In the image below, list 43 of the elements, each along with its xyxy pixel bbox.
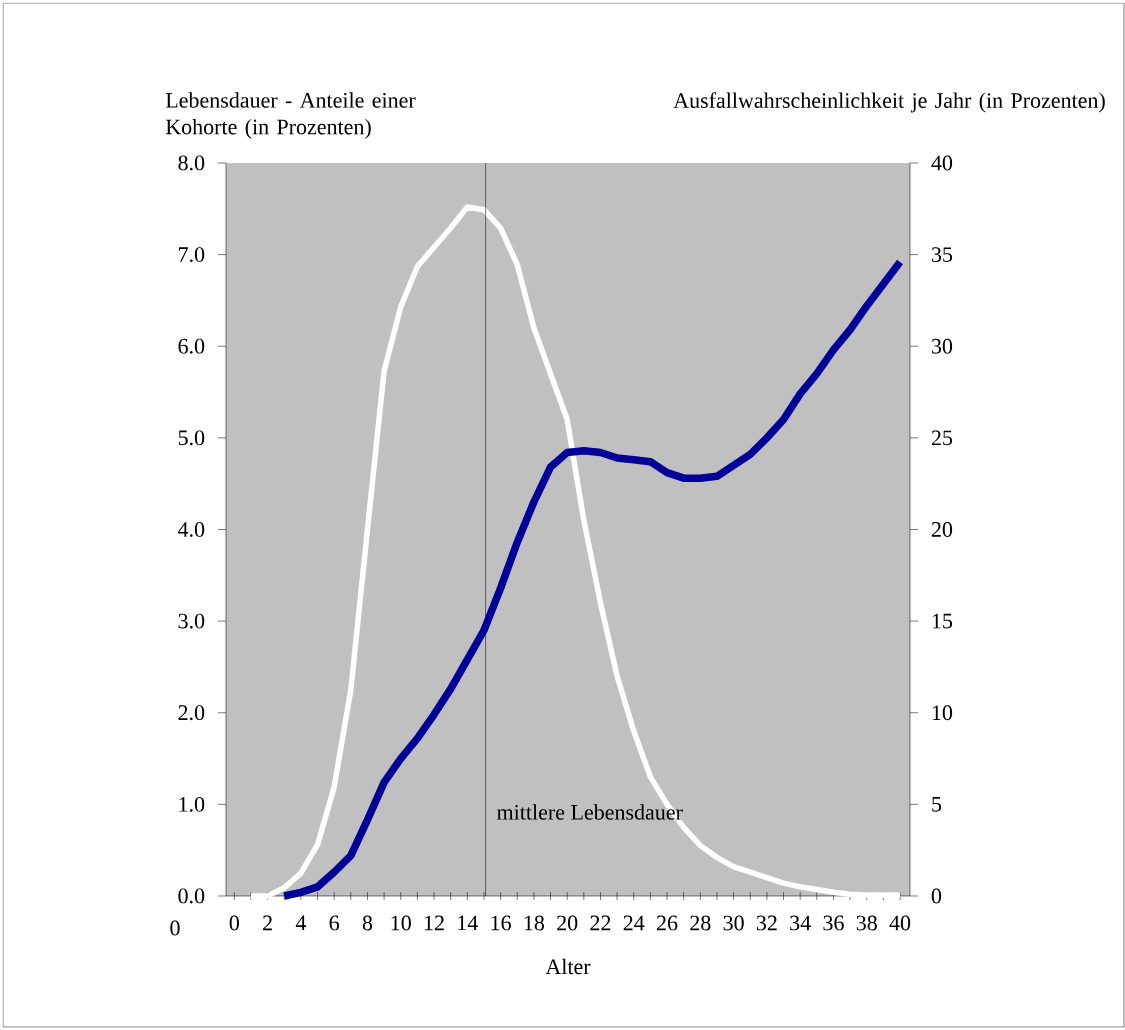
y2-tick-label: 20: [931, 522, 953, 537]
x-tick-label: 12: [424, 915, 444, 931]
y2-tick-label: 10: [932, 705, 953, 721]
y-tick-label: 4.0: [178, 522, 205, 537]
x-tick-label: 10: [391, 915, 411, 931]
x-axis-title: Alter: [545, 958, 591, 975]
x-tick-label: 4: [295, 915, 307, 931]
y-tick-label: 2.0: [178, 705, 205, 721]
y-tick-label: 3.0: [178, 613, 205, 629]
x-tick-label: 34: [790, 915, 811, 931]
y2-tick-label: 35: [931, 247, 953, 262]
y2-tick-label: 25: [931, 430, 953, 446]
y2-tick-label: 40: [931, 155, 953, 171]
x-tick-label: 38: [856, 915, 877, 931]
x-tick-label: 16: [491, 915, 511, 931]
x-tick-label: 26: [656, 915, 678, 931]
y-tick-label: 1.0: [179, 796, 205, 812]
x-tick-label: 8: [362, 915, 373, 931]
y2-axis-title: Ausfallwahrscheinlichkeit je Jahr (in Prozenten): [673, 92, 1105, 113]
x-tick-label: 40: [889, 915, 911, 931]
y-tick-label: 6.0: [178, 338, 205, 354]
y-tick-label: 0.0: [178, 888, 205, 904]
x-tick-label: 32: [756, 915, 777, 931]
x-tick-label: 36: [823, 915, 844, 931]
x-tick-label: 14: [458, 915, 478, 931]
x-tick-label: 30: [723, 915, 744, 931]
ref-line-label: mittlere Lebensdauer: [497, 804, 683, 820]
x-tick-label: 6: [329, 915, 340, 931]
x-tick-label: 22: [590, 915, 611, 931]
y-tick-label: 5.0: [178, 430, 205, 446]
x-tick-label: 28: [690, 915, 711, 931]
y-tick-label: 8.0: [178, 155, 205, 171]
y2-tick-label: 15: [932, 613, 953, 629]
y-axis-title: Lebensdauer - Anteile einer Kohorte (in Prozenten): [165, 92, 416, 139]
y2-tick-label: 5: [932, 797, 942, 812]
y-tick-label: 7.0: [179, 247, 205, 263]
x-tick-label: 24: [623, 915, 645, 931]
x-tick-label: 2: [263, 915, 272, 931]
x-tick-label: 20: [557, 915, 578, 931]
y2-tick-label: 30: [931, 338, 953, 354]
x-tick-label: 0: [229, 915, 239, 931]
x-tick-label: 18: [524, 915, 545, 931]
y2-tick-label: 0: [931, 888, 942, 904]
